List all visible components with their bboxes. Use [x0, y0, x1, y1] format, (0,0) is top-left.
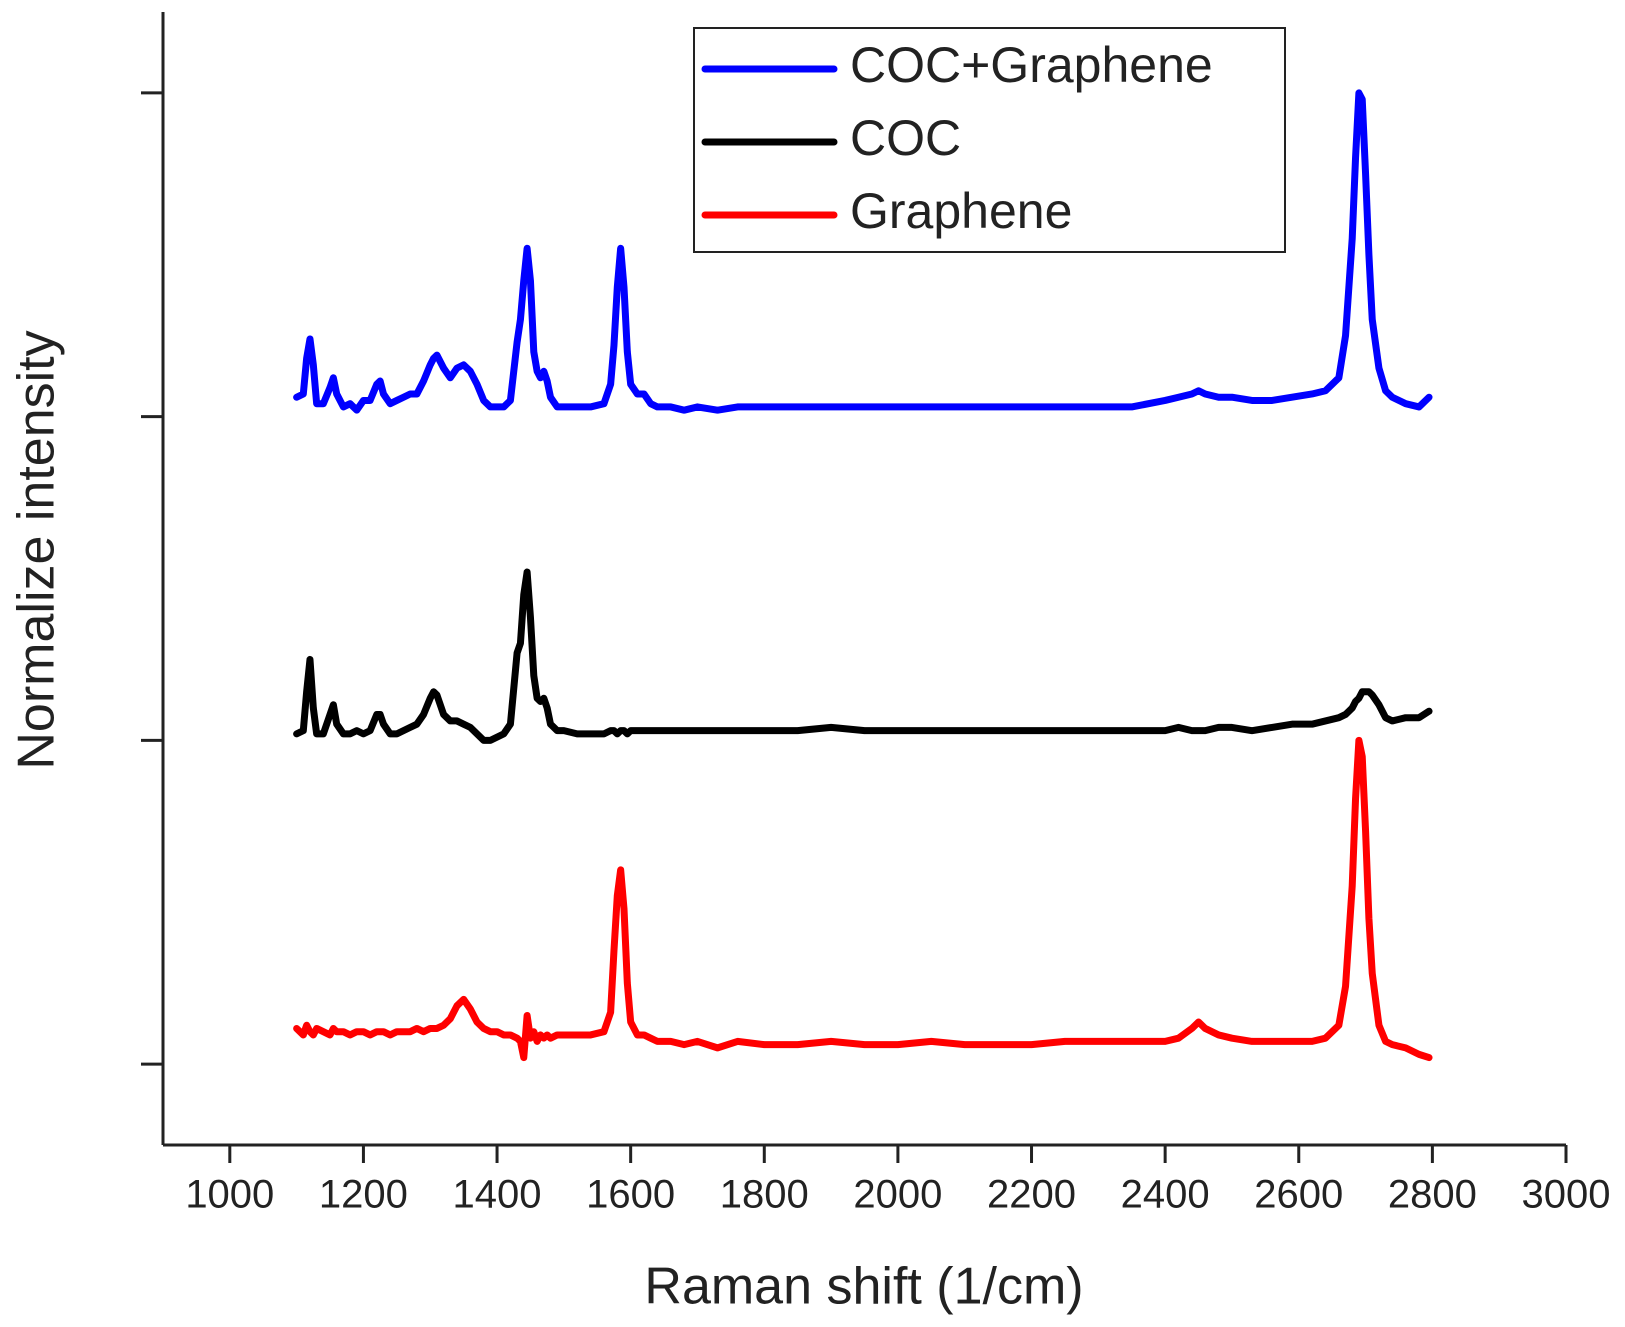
- x-tick-label: 1000: [185, 1173, 274, 1217]
- y-axis-label: Normalize intensity: [8, 330, 66, 769]
- x-tick-label: 1200: [319, 1173, 408, 1217]
- series-line: [293, 568, 1433, 744]
- x-tick-label: 3000: [1522, 1173, 1611, 1217]
- x-tick-label: 2800: [1388, 1173, 1477, 1217]
- x-axis-label: Raman shift (1/cm): [644, 1258, 1083, 1316]
- x-tick-label: 2000: [853, 1173, 942, 1217]
- x-tick-label: 1400: [453, 1173, 542, 1217]
- x-tick-label: 2400: [1121, 1173, 1210, 1217]
- legend-label: COC+Graphene: [850, 37, 1213, 93]
- x-tick-label: 1800: [720, 1173, 809, 1217]
- series-line: [293, 89, 1433, 414]
- series-line: [293, 736, 1433, 1062]
- x-tick-label: 1600: [586, 1173, 675, 1217]
- x-tick-label: 2600: [1254, 1173, 1343, 1217]
- legend-label: Graphene: [850, 183, 1072, 239]
- x-tick-label: 2200: [987, 1173, 1076, 1217]
- legend-label: COC: [850, 110, 961, 166]
